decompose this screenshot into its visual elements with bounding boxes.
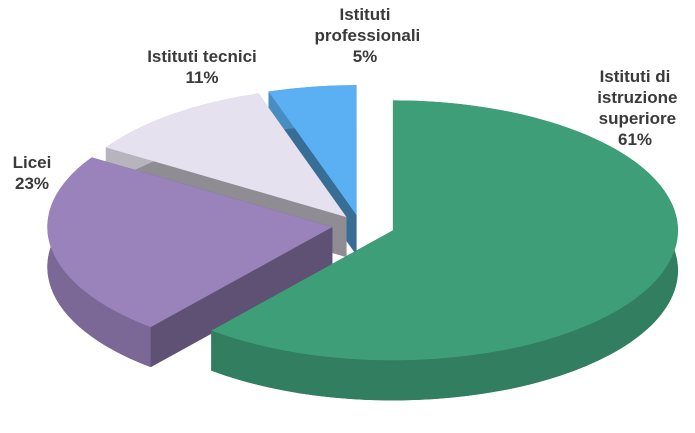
label-line: superiore [594, 109, 676, 128]
slice [211, 100, 678, 401]
value-label: 5% [353, 47, 378, 66]
slice-label: Istituti di istruzione superiore [592, 67, 677, 128]
label-line: professionali [310, 26, 421, 45]
slice-label: Istituti tecnici [147, 47, 257, 66]
slice [105, 93, 347, 218]
value-label: 11% [185, 68, 218, 87]
slice-label: Istituti professionali [310, 5, 421, 45]
slice [47, 157, 333, 328]
label-line: Istituti tecnici [147, 47, 257, 66]
label-line: istruzione [592, 88, 677, 107]
slice-label: Licei [13, 153, 52, 172]
slice [47, 157, 333, 368]
label-line: Licei [13, 153, 52, 172]
label-line: Istituti di [600, 67, 671, 86]
value-label: 23% [15, 174, 49, 193]
slice-wall [150, 226, 333, 368]
value-label: 61% [618, 130, 652, 149]
slice [211, 100, 678, 361]
slice [268, 85, 357, 216]
label-line: Istituti [340, 5, 391, 24]
slice-rim [211, 100, 678, 401]
